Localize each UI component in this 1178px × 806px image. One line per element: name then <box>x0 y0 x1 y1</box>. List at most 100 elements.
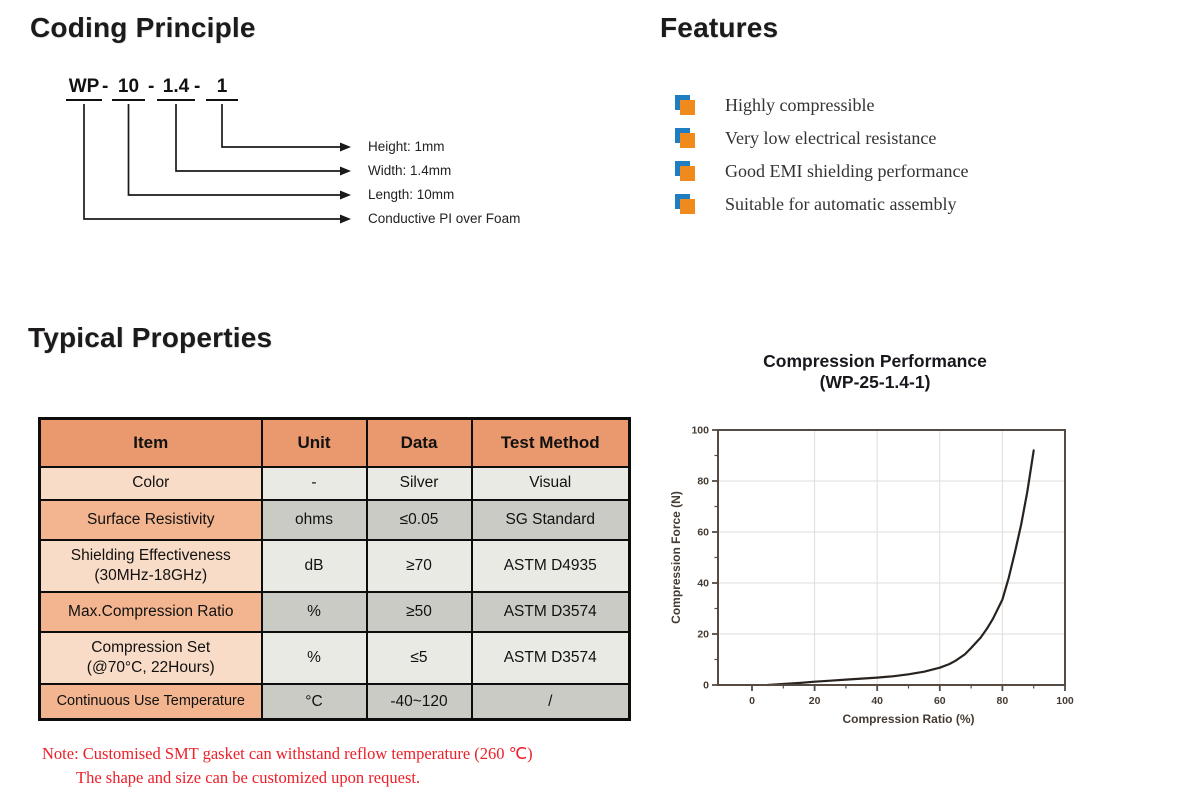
arrowhead-icon <box>340 142 351 152</box>
code-segment: 1 <box>206 76 238 101</box>
feature-item: Good EMI shielding performance <box>675 161 968 182</box>
chart-title-line1: Compression Performance <box>763 351 987 371</box>
y-tick-label: 60 <box>697 527 709 539</box>
test-method-cell: ASTM D3574 <box>470 590 631 633</box>
chart-title-line2: (WP-25-1.4-1) <box>819 372 931 392</box>
y-tick-label: 40 <box>697 578 709 590</box>
connector-line <box>221 104 340 148</box>
y-tick-label: 80 <box>697 476 709 488</box>
plot-area <box>718 430 1065 685</box>
test-method-cell: / <box>470 682 631 721</box>
table-row: Surface Resistivity ohms ≤0.05 SG Standard <box>38 498 631 541</box>
data-cell: ≥70 <box>365 538 473 593</box>
chart-title: Compression Performance (WP-25-1.4-1) <box>680 351 1070 393</box>
feature-item: Suitable for automatic assembly <box>675 194 968 215</box>
bullet-squares-icon <box>675 194 696 215</box>
test-method-cell: ASTM D4935 <box>470 538 631 593</box>
bullet-front-square <box>680 166 695 181</box>
column-header: Item <box>38 417 263 468</box>
column-header: Unit <box>260 417 368 468</box>
test-method-cell: SG Standard <box>470 498 631 541</box>
item-line1: Compression Set <box>91 639 211 657</box>
arrowhead-icon <box>340 190 351 200</box>
item-line1: Surface Resistivity <box>87 510 215 528</box>
y-tick-label: 100 <box>691 425 709 437</box>
connector-line <box>83 104 340 220</box>
unit-cell: % <box>260 630 368 685</box>
column-header: Data <box>365 417 473 468</box>
feature-label: Highly compressible <box>725 95 875 115</box>
table-row: Color - Silver Visual <box>38 465 631 501</box>
x-tick-label: 80 <box>997 695 1009 707</box>
bullet-squares-icon <box>675 161 696 182</box>
column-header: Test Method <box>470 417 631 468</box>
data-cell: ≤5 <box>365 630 473 685</box>
code-segment: 1.4 <box>157 76 195 101</box>
item-cell: Compression Set (@70°C, 22Hours) <box>38 630 263 685</box>
code-segment: 10 <box>112 76 145 101</box>
y-tick-label: 20 <box>697 629 709 641</box>
properties-table: Item Unit Data Test Method Color - Silver Visu… <box>38 417 631 721</box>
bullet-front-square <box>680 100 695 115</box>
table-row: Shielding Effectiveness (30MHz-18GHz) dB ≥7… <box>38 538 631 593</box>
item-line2: (@70°C, 22Hours) <box>86 658 215 676</box>
data-cell: ≤0.05 <box>365 498 473 541</box>
arrowhead-icon <box>340 166 351 176</box>
unit-cell: °C <box>260 682 368 721</box>
code-label: Width: 1.4mm <box>368 163 452 178</box>
typical-properties-title: Typical Properties <box>28 322 273 353</box>
unit-cell: dB <box>260 538 368 593</box>
x-tick-label: 0 <box>749 695 755 707</box>
item-cell: Color <box>38 465 263 501</box>
item-line1: Max.Compression Ratio <box>68 602 234 620</box>
item-cell: Surface Resistivity <box>38 498 263 541</box>
y-tick-label: 0 <box>703 680 709 692</box>
bullet-front-square <box>680 199 695 214</box>
data-cell: Silver <box>365 465 473 501</box>
feature-item: Highly compressible <box>675 95 968 116</box>
note-line-1: Note: Customised SMT gasket can withstan… <box>42 744 533 763</box>
code-separator: - <box>194 76 201 97</box>
item-line1: Color <box>132 474 170 492</box>
item-line2: (30MHz-18GHz) <box>94 566 208 584</box>
test-method-cell: ASTM D3574 <box>470 630 631 685</box>
unit-cell: ohms <box>260 498 368 541</box>
code-separator: - <box>148 76 155 97</box>
code-label: Length: 10mm <box>368 187 455 202</box>
item-cell: Max.Compression Ratio <box>38 590 263 633</box>
connector-line <box>127 104 340 196</box>
code-label: Height: 1mm <box>368 139 445 154</box>
unit-cell: - <box>260 465 368 501</box>
feature-item: Very low electrical resistance <box>675 128 968 149</box>
data-cell: -40~120 <box>365 682 473 721</box>
feature-label: Suitable for automatic assembly <box>725 194 957 214</box>
feature-label: Good EMI shielding performance <box>725 161 969 181</box>
bullet-squares-icon <box>675 128 696 149</box>
x-axis-title: Compression Ratio (%) <box>842 712 974 726</box>
table-row: Compression Set (@70°C, 22Hours)% ≤5 ASTM D… <box>38 630 631 685</box>
item-cell: Continuous Use Temperature <box>38 682 263 721</box>
x-tick-label: 100 <box>1056 695 1074 707</box>
coding-connector-lines <box>83 104 351 224</box>
unit-cell: % <box>260 590 368 633</box>
note-text: Note: Customised SMT gasket can withstan… <box>42 742 533 790</box>
table-row: Max.Compression Ratio% ≥50 ASTM D3574 <box>38 590 631 633</box>
compression-performance-chart: 0 20 40 60 80 100 0 20 40 60 80 100 Compression Rati… <box>669 425 1074 727</box>
bullet-front-square <box>680 133 695 148</box>
code-separator: - <box>102 76 109 97</box>
features-list: Highly compressible Very low electrical r… <box>675 95 968 227</box>
feature-label: Very low electrical resistance <box>725 128 937 148</box>
coding-principle-title: Coding Principle <box>30 12 256 43</box>
x-tick-label: 20 <box>809 695 821 707</box>
code-segment: WP <box>66 76 102 101</box>
data-curve <box>766 449 1035 687</box>
note-line-2: The shape and size can be customized upo… <box>76 768 421 787</box>
table-header-row: Item Unit Data Test Method <box>38 417 631 468</box>
item-cell: Shielding Effectiveness (30MHz-18GHz) <box>38 538 263 593</box>
code-label: Conductive PI over Foam <box>368 211 521 226</box>
data-cell: ≥50 <box>365 590 473 633</box>
features-title: Features <box>660 12 779 43</box>
item-line1: Shielding Effectiveness <box>70 547 231 565</box>
arrowhead-icon <box>340 214 351 224</box>
test-method-cell: Visual <box>470 465 631 501</box>
